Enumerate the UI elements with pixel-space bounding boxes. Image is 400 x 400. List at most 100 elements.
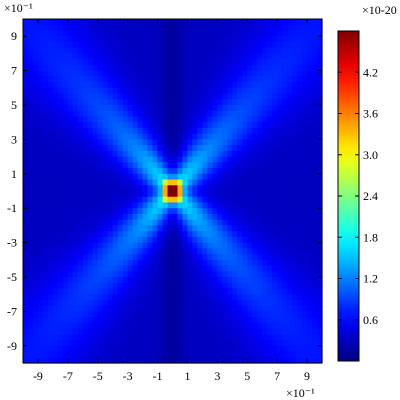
heatmap-cell — [162, 265, 169, 272]
heatmap-cell — [82, 288, 89, 295]
heatmap-cell — [267, 127, 273, 135]
heatmap-cell — [157, 231, 164, 238]
heatmap-cell — [172, 59, 179, 66]
heatmap-cell — [292, 36, 298, 43]
heatmap-cell — [142, 277, 149, 284]
heatmap-cell — [192, 30, 199, 37]
heatmap-cell — [302, 64, 308, 72]
heatmap-cell — [187, 150, 194, 158]
heatmap-cell — [137, 277, 144, 284]
heatmap-cell — [232, 357, 238, 364]
heatmap-cell — [247, 53, 253, 60]
heatmap-cell — [37, 231, 44, 238]
heatmap-cell — [317, 168, 323, 175]
heatmap-cell — [242, 254, 248, 261]
heatmap-cell — [222, 133, 228, 140]
heatmap-cell — [87, 236, 94, 244]
heatmap-cell — [217, 254, 223, 261]
heatmap-cell — [72, 168, 79, 175]
heatmap-cell — [192, 76, 199, 83]
heatmap-cell — [112, 105, 119, 112]
heatmap-cell — [262, 168, 268, 175]
heatmap-cell — [72, 24, 79, 32]
heatmap-cell — [157, 110, 164, 118]
heatmap-cell — [87, 254, 94, 261]
heatmap-cell — [127, 133, 134, 140]
heatmap-cell — [247, 145, 253, 152]
heatmap-cell — [272, 82, 278, 89]
heatmap-cell — [252, 317, 258, 324]
heatmap-cell — [192, 59, 199, 66]
heatmap-cell — [162, 105, 169, 112]
heatmap-cell — [52, 265, 59, 272]
heatmap-cell — [57, 76, 64, 83]
heatmap-cell — [117, 139, 124, 146]
heatmap-cell — [172, 208, 179, 215]
heatmap-cell — [197, 127, 203, 135]
heatmap-cell — [67, 185, 74, 192]
heatmap-cell — [257, 133, 263, 140]
heatmap-cell — [152, 133, 159, 140]
heatmap-cell — [127, 242, 134, 249]
heatmap-cell — [77, 110, 84, 118]
heatmap-cell — [37, 357, 44, 364]
heatmap-cell — [122, 219, 129, 226]
heatmap-cell — [312, 19, 318, 26]
heatmap-cell — [117, 328, 124, 335]
heatmap-cell — [297, 116, 303, 123]
heatmap-cell — [92, 225, 99, 232]
heatmap-cell — [107, 122, 114, 129]
heatmap-cell — [217, 127, 223, 135]
heatmap-cell — [107, 225, 114, 232]
heatmap-cell — [122, 87, 129, 95]
heatmap-cell — [77, 185, 84, 192]
heatmap-cell — [37, 133, 44, 140]
heatmap-cell — [227, 254, 233, 261]
heatmap-cell — [52, 288, 59, 295]
heatmap-cell — [37, 299, 44, 307]
heatmap-cell — [62, 36, 69, 43]
heatmap-cell — [52, 322, 59, 330]
heatmap-cell — [57, 145, 64, 152]
heatmap-cell — [252, 311, 258, 318]
heatmap-cell — [187, 322, 194, 330]
heatmap-cell — [287, 53, 293, 60]
heatmap-cell — [317, 47, 323, 54]
heatmap-cell — [197, 179, 203, 186]
heatmap-cell — [97, 76, 104, 83]
heatmap-cell — [32, 351, 39, 358]
heatmap-cell — [132, 19, 139, 26]
heatmap-cell — [167, 162, 174, 169]
heatmap-cell — [147, 208, 154, 215]
heatmap-cell — [47, 139, 54, 146]
heatmap-cell — [67, 116, 74, 123]
heatmap-cell — [37, 208, 44, 215]
heatmap-cell — [227, 133, 233, 140]
heatmap-cell — [187, 116, 194, 123]
heatmap-cell — [97, 53, 104, 60]
heatmap-cell — [302, 213, 308, 221]
heatmap-cell — [122, 265, 129, 272]
heatmap-cell — [62, 288, 69, 295]
heatmap-cell — [147, 150, 154, 158]
heatmap-cell — [147, 191, 154, 198]
heatmap-cell — [87, 322, 94, 330]
heatmap-cell — [52, 53, 59, 60]
heatmap-cell — [47, 294, 54, 301]
heatmap-cell — [87, 162, 94, 169]
heatmap-cell — [262, 351, 268, 358]
heatmap-cell — [242, 236, 248, 244]
heatmap-cell — [82, 145, 89, 152]
heatmap-cell — [207, 99, 213, 106]
heatmap-cell — [162, 24, 169, 32]
heatmap-cell — [302, 196, 308, 204]
heatmap-cell — [67, 139, 74, 146]
heatmap-cell — [187, 345, 194, 353]
heatmap-cell — [197, 208, 203, 215]
heatmap-cell — [62, 231, 69, 238]
heatmap-cell — [67, 259, 74, 267]
heatmap-cell — [297, 185, 303, 192]
heatmap-cell — [297, 30, 303, 37]
heatmap-cell — [222, 59, 228, 66]
heatmap-cell — [27, 162, 34, 169]
